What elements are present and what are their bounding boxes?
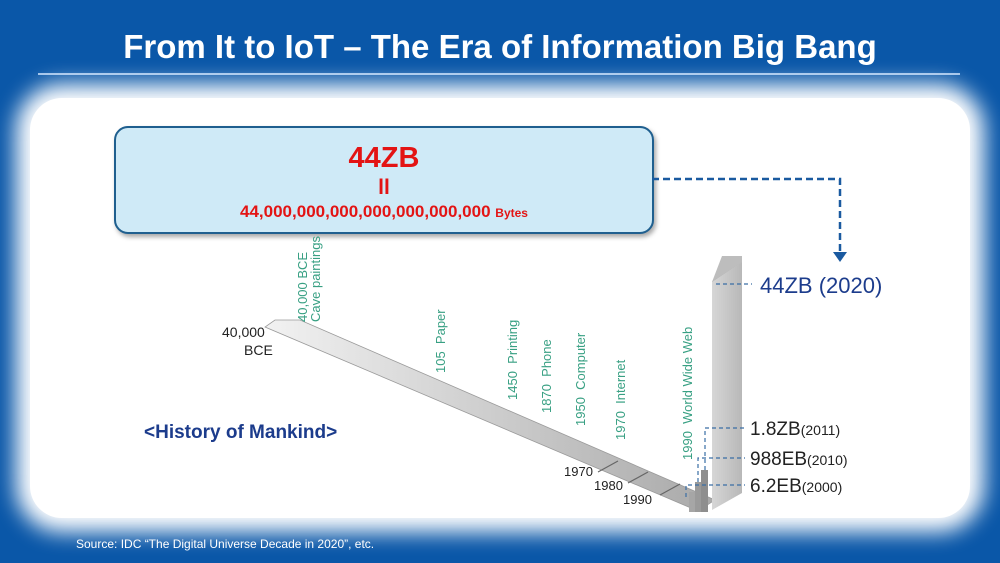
value-2011-year: (2011) <box>800 422 841 438</box>
tower-front <box>712 262 742 510</box>
milestone-phone: 1870 Phone <box>539 339 554 413</box>
value-2010-amount: 988EB <box>750 449 808 470</box>
headline-bytes: 44,000,000,000,000,000,000,000 Bytes <box>116 202 652 222</box>
decade-line-1970 <box>597 460 619 473</box>
headline-amount: 44ZB <box>348 142 420 174</box>
leader-2000 <box>685 484 745 497</box>
bar-2011 <box>701 470 708 512</box>
decade-1990: 1990 <box>623 492 652 507</box>
decade-line-1980 <box>627 471 649 484</box>
milestone-cave-paintings: 40,000 BCE Cave paintings <box>295 236 323 322</box>
milestone-paper: 105 Paper <box>433 309 448 373</box>
leader-2010 <box>697 457 745 482</box>
tower-top <box>712 256 742 282</box>
value-2000: 6.2EB(2000) <box>750 476 842 498</box>
decade-line-1990 <box>659 483 681 496</box>
headline-connector <box>652 177 842 252</box>
milestone-printing: 1450 Printing <box>505 319 520 400</box>
source-note: Source: IDC “The Digital Universe Decade… <box>76 537 375 551</box>
page-title: From It to IoT – The Era of Information … <box>123 28 877 65</box>
headline-equals: ll <box>378 176 390 199</box>
milestone-computer: 1950 Computer <box>573 332 588 426</box>
arrow-head-icon <box>833 252 847 262</box>
headline-box: 44ZB ll 44,000,000,000,000,000,000,000 B… <box>114 126 654 234</box>
leader-2011 <box>704 427 745 470</box>
start-label-line2: BCE <box>244 342 273 358</box>
bar-2000 <box>689 492 695 512</box>
bar-2010 <box>695 482 701 512</box>
start-label-line1: 40,000 <box>222 324 265 340</box>
milestone-internet: 1970 Internet <box>613 359 628 440</box>
value-2011: 1.8ZB(2011) <box>750 419 840 441</box>
value-2020: 44ZB (2020) <box>760 273 883 298</box>
value-2000-year: (2000) <box>801 479 843 495</box>
history-label: <History of Mankind> <box>144 422 338 443</box>
value-2010-year: (2010) <box>807 452 848 468</box>
bytes-value: 44,000,000,000,000,000,000,000 <box>240 202 491 221</box>
value-2010: 988EB(2010) <box>750 449 848 471</box>
value-2000-amount: 6.2EB <box>750 476 802 497</box>
milestone-www: 1990 World Wide Web <box>680 326 695 460</box>
value-2011-amount: 1.8ZB <box>750 419 801 440</box>
decade-1980: 1980 <box>594 478 623 493</box>
history-beam <box>264 319 716 512</box>
decade-1970: 1970 <box>564 464 593 479</box>
bytes-unit: Bytes <box>495 206 528 220</box>
title-divider <box>38 73 960 75</box>
